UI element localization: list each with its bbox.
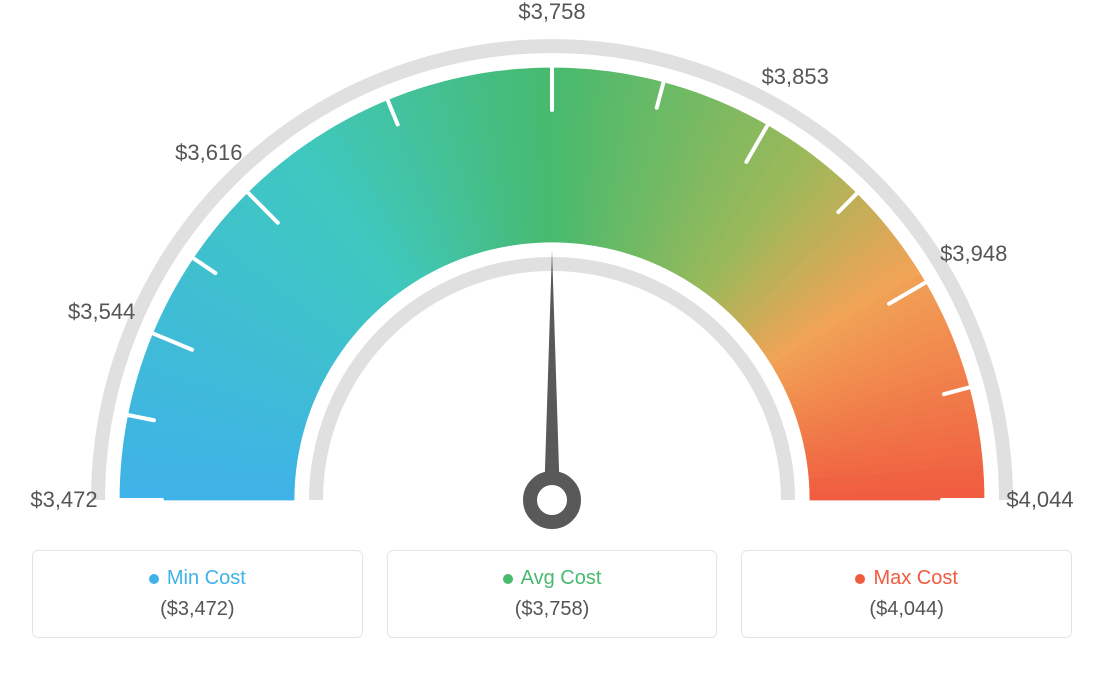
legend-avg-value: ($3,758) — [515, 598, 590, 621]
legend-min-header: Min Cost — [149, 567, 246, 590]
gauge-tick-label: $3,544 — [68, 299, 135, 325]
gauge-tick-label: $3,948 — [940, 241, 1007, 267]
legend-avg-card: Avg Cost ($3,758) — [387, 550, 718, 638]
legend-avg-header: Avg Cost — [503, 567, 602, 590]
legend-avg-title: Avg Cost — [521, 567, 602, 590]
gauge-tick-label: $3,472 — [30, 487, 97, 513]
gauge-chart-container: $3,472 $3,544 $3,616 $3,758 $3,853 $3,948 $4,0… — [0, 0, 1104, 690]
legend-row: Min Cost ($3,472) Avg Cost ($3,758) Max … — [32, 550, 1072, 638]
gauge-tick-label: $4,044 — [1006, 487, 1073, 513]
gauge-tick-label: $3,616 — [175, 140, 242, 166]
legend-min-dot-icon — [149, 574, 159, 584]
gauge-svg — [32, 10, 1072, 550]
legend-max-header: Max Cost — [855, 567, 957, 590]
legend-max-value: ($4,044) — [869, 598, 944, 621]
legend-min-value: ($3,472) — [160, 598, 235, 621]
gauge-area: $3,472$3,544$3,616$3,758$3,853$3,948$4,0… — [32, 10, 1072, 550]
legend-min-card: Min Cost ($3,472) — [32, 550, 363, 638]
legend-max-title: Max Cost — [873, 567, 957, 590]
legend-min-title: Min Cost — [167, 567, 246, 590]
legend-max-card: Max Cost ($4,044) — [741, 550, 1072, 638]
gauge-tick-label: $3,758 — [518, 0, 585, 25]
gauge-tick-label: $3,853 — [762, 64, 829, 90]
legend-max-dot-icon — [855, 574, 865, 584]
legend-avg-dot-icon — [503, 574, 513, 584]
